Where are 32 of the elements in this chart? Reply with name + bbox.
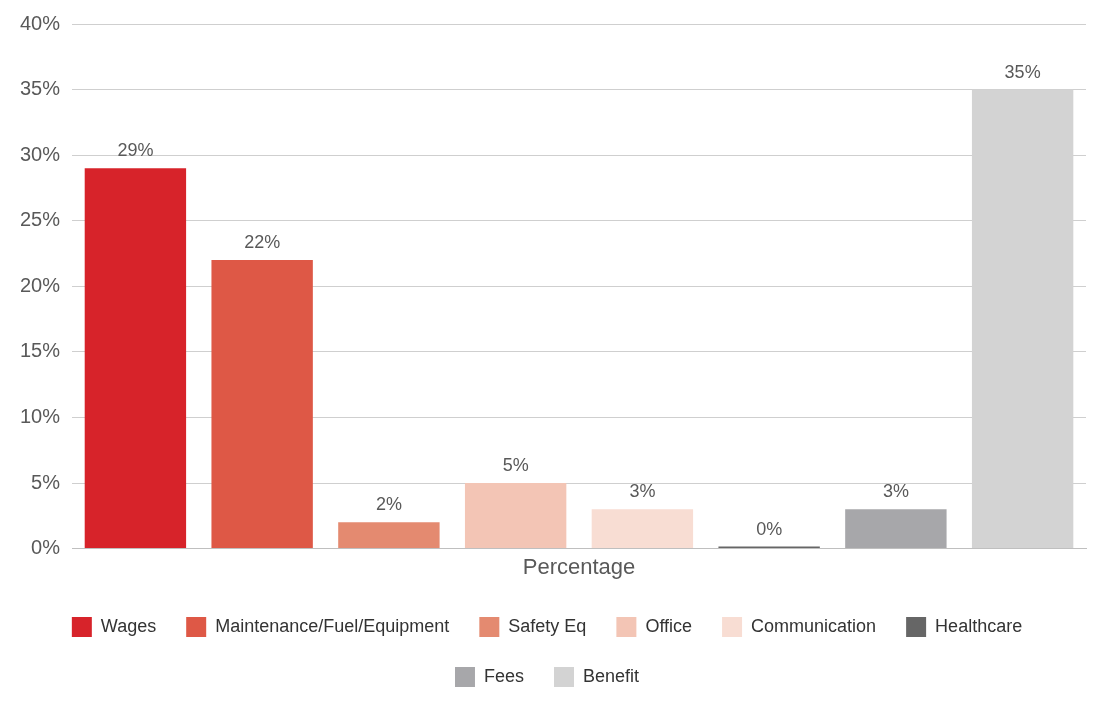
legend-label: Wages [100,615,157,636]
bar [211,260,313,549]
legend-label: Safety Eq [508,615,587,636]
data-label: 2% [375,494,402,515]
y-tick-label: 35% [20,77,61,100]
data-label: 3% [629,481,656,502]
legend-label: Benefit [582,665,640,686]
y-tick-label: 0% [31,536,61,559]
data-label: 0% [756,518,783,539]
legend-label: Healthcare [935,615,1023,636]
bar [591,509,694,549]
bar [84,168,187,549]
y-tick-label: 25% [20,208,61,231]
bar [338,522,440,549]
y-tick-label: 20% [20,273,61,296]
data-label: 29% [117,140,154,161]
y-tick-label: 30% [20,142,61,165]
data-label: 5% [502,454,529,475]
bar [464,483,567,549]
y-tick-label: 5% [31,470,61,493]
y-tick-label: 15% [20,339,61,362]
legend-label: Communication [751,615,877,636]
bar [845,509,947,549]
x-tick-label: Percentage [522,553,636,579]
legend-label: Maintenance/Fuel/Equipment [215,615,450,636]
y-tick-label: 40% [20,11,61,34]
data-label: 35% [1004,61,1041,82]
data-label: 22% [244,232,281,253]
y-tick-label: 10% [20,404,61,427]
data-label: 3% [882,481,909,502]
legend-label: Fees [483,665,524,686]
legend-label: Office [645,615,693,636]
